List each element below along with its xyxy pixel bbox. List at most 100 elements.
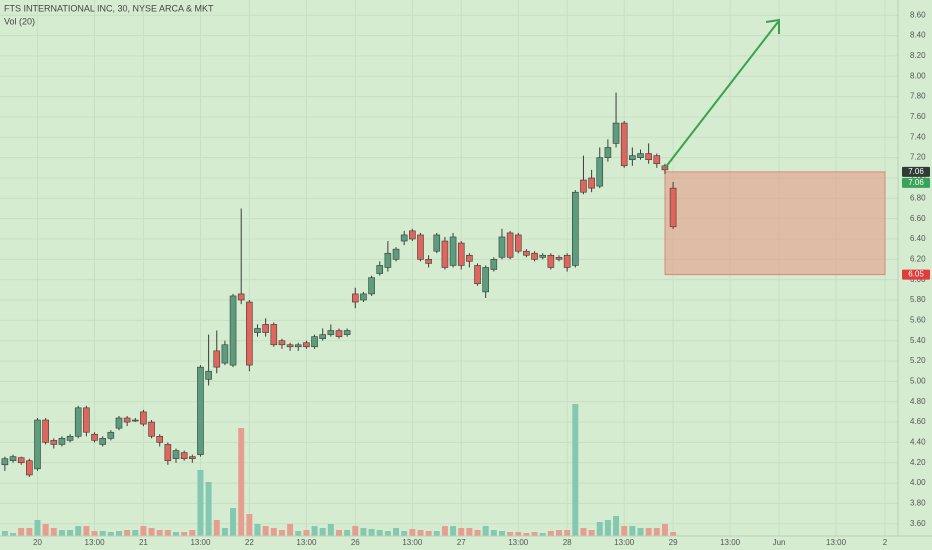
- volume-bar: [99, 531, 106, 536]
- y-tick-label: 4.80: [910, 397, 926, 406]
- volume-bar: [58, 530, 65, 536]
- volume-bar: [344, 530, 351, 536]
- y-tick-label: 4.60: [910, 417, 926, 426]
- volume-bar: [303, 530, 310, 536]
- price-label-box: [902, 166, 930, 177]
- y-tick-label: 5.00: [910, 376, 926, 385]
- candle-body: [107, 431, 115, 439]
- y-tick-label: 6.80: [910, 193, 926, 202]
- candle-body: [213, 350, 221, 368]
- candle-body: [156, 435, 164, 443]
- candle-body: [653, 155, 661, 165]
- candle-body: [409, 230, 416, 240]
- volume-bar: [433, 531, 440, 536]
- candle-body: [140, 411, 147, 425]
- price-zone: [664, 171, 886, 276]
- candle-body: [441, 240, 449, 268]
- candle-body: [506, 232, 514, 258]
- volume-bar: [409, 529, 416, 536]
- volume-bar: [230, 508, 237, 536]
- volume-bar: [50, 528, 57, 536]
- candle-body: [26, 460, 33, 476]
- volume-bar: [670, 532, 677, 536]
- candle-body: [189, 456, 196, 459]
- y-tick-label: 3.80: [910, 499, 926, 508]
- y-tick-label: 7.80: [910, 92, 926, 101]
- candle-body: [482, 267, 489, 293]
- candle-body: [197, 366, 204, 455]
- volume-bar: [18, 528, 25, 536]
- candle-body: [547, 254, 555, 268]
- volume-bar: [613, 516, 620, 536]
- candle-body: [417, 234, 424, 260]
- volume-bar: [156, 530, 163, 536]
- volume-bar: [75, 526, 82, 536]
- x-tick-label: 13:00: [402, 538, 423, 547]
- volume-bar: [335, 530, 342, 536]
- x-tick-label: 21: [139, 538, 148, 547]
- candle-body: [637, 153, 644, 158]
- y-tick-label: 4.20: [910, 458, 926, 467]
- price-label-box: [902, 177, 930, 188]
- candle-body: [1, 458, 9, 466]
- candle-body: [457, 242, 465, 266]
- y-tick-label: 3.60: [910, 519, 926, 528]
- candle-body: [246, 301, 253, 366]
- x-tick-label: 13:00: [826, 538, 847, 547]
- price-label: 6.05: [908, 270, 924, 279]
- y-tick-label: 7.60: [910, 112, 926, 121]
- candle-body: [311, 336, 318, 348]
- volume-bar: [539, 533, 546, 536]
- candle-body: [563, 254, 571, 268]
- volume-bar: [604, 520, 611, 536]
- candle-body: [148, 421, 155, 437]
- price-label-box: [902, 269, 930, 280]
- volume-bar: [189, 530, 196, 536]
- candle-body: [278, 340, 286, 346]
- candle-body: [645, 153, 652, 160]
- candle-body: [449, 236, 457, 266]
- volume-bar: [588, 530, 595, 536]
- volume-bar: [498, 531, 505, 536]
- price-label: 7.06: [908, 178, 924, 187]
- volume-bar: [515, 532, 522, 536]
- candle-body: [237, 293, 245, 301]
- x-tick-label: 26: [351, 538, 360, 547]
- y-tick-label: 8.60: [910, 10, 926, 19]
- y-tick-label: 6.60: [910, 214, 926, 223]
- volume-bar: [645, 528, 652, 536]
- x-tick-label: 2: [883, 538, 888, 547]
- y-tick-label: 5.40: [910, 336, 926, 345]
- volume-bar: [629, 526, 636, 536]
- candle-body: [205, 370, 212, 380]
- volume-bar: [197, 470, 204, 536]
- volume-bar: [115, 531, 122, 536]
- candle-body: [629, 155, 636, 160]
- volume-bar: [254, 524, 261, 536]
- candle-body: [180, 452, 188, 459]
- volume-bar: [621, 526, 628, 536]
- volume-bar: [368, 529, 375, 536]
- volume-bar: [246, 514, 253, 536]
- y-tick-label: 4.40: [910, 438, 926, 447]
- volume-bar: [556, 530, 563, 536]
- candle-body: [9, 456, 17, 462]
- volume-bar: [1, 531, 8, 536]
- candle-body: [376, 265, 384, 274]
- candle-body: [572, 191, 579, 266]
- candle-body: [294, 344, 302, 348]
- volume-bar: [637, 528, 644, 536]
- volume-bar: [401, 531, 408, 536]
- candle-body: [580, 179, 587, 193]
- volume-bar: [507, 532, 514, 536]
- volume-bar: [287, 524, 294, 536]
- volume-bar: [173, 532, 180, 536]
- volume-bar: [42, 524, 49, 536]
- candle-body: [229, 295, 237, 366]
- candle-body: [58, 438, 66, 445]
- y-tick-label: 5.20: [910, 356, 926, 365]
- volume-bar: [319, 528, 326, 536]
- y-tick-label: 6.20: [910, 254, 926, 263]
- volume-bar: [262, 526, 269, 536]
